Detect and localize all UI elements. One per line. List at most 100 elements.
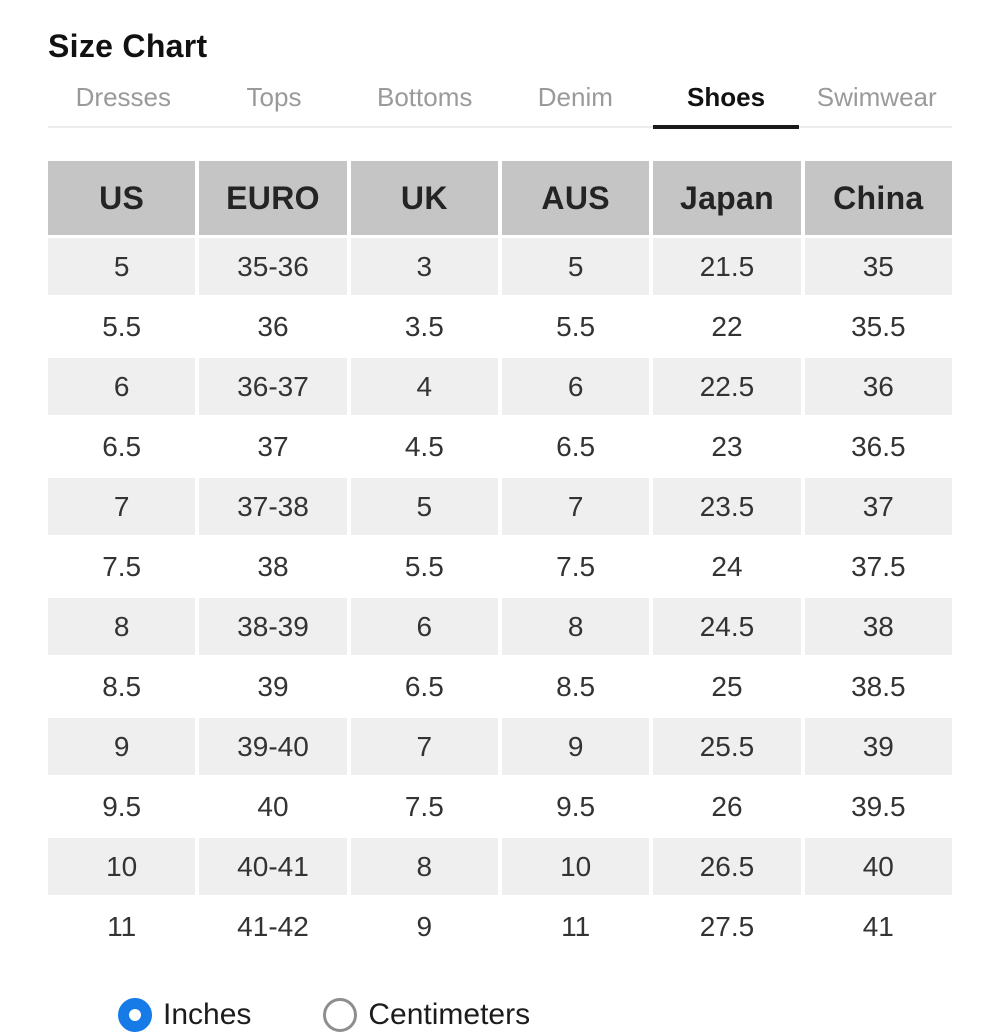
tab-tops[interactable]: Tops <box>246 82 302 112</box>
size-cell: 25.5 <box>653 718 801 775</box>
size-cell: 6.5 <box>350 658 498 715</box>
table-row: 8.5 39 6.5 8.5 25 38.5 <box>48 658 952 715</box>
size-cell: 8.5 <box>501 658 650 715</box>
table-row: 9.5 40 7.5 9.5 26 39.5 <box>48 778 952 835</box>
unit-option-centimeters[interactable]: Centimeters <box>323 998 530 1032</box>
size-cell: 35-36 <box>199 238 347 295</box>
size-cell: 38 <box>804 598 952 655</box>
tab-bottoms[interactable]: Bottoms <box>376 82 473 112</box>
size-cell: 36.5 <box>804 418 952 475</box>
column-header-japan: Japan <box>653 161 801 235</box>
tab-bar: Dresses Tops Bottoms Denim Shoes Swimwear <box>48 82 952 129</box>
size-cell: 24 <box>653 538 801 595</box>
size-cell: 23.5 <box>653 478 801 535</box>
size-cell: 37 <box>804 478 952 535</box>
size-cell: 39 <box>804 718 952 775</box>
size-cell: 5 <box>350 478 498 535</box>
table-row: 11 41-42 9 11 27.5 41 <box>48 898 952 955</box>
size-cell: 40-41 <box>199 838 347 895</box>
size-cell: 37-38 <box>199 478 347 535</box>
size-cell: 8 <box>350 838 498 895</box>
size-cell: 4.5 <box>350 418 498 475</box>
size-cell: 8 <box>501 598 650 655</box>
size-cell: 26 <box>653 778 801 835</box>
size-cell: 38-39 <box>199 598 347 655</box>
size-chart-panel: Size Chart Dresses Tops Bottoms Denim Shoes S… <box>48 0 952 1032</box>
table-row: 5 35-36 3 5 21.5 35 <box>48 238 952 295</box>
tab-dresses[interactable]: Dresses <box>75 82 172 112</box>
size-cell: 40 <box>199 778 347 835</box>
table-row: 6 36-37 4 6 22.5 36 <box>48 358 952 415</box>
table-body: 5 35-36 3 5 21.5 35 5.5 36 3.5 5.5 22 35.5 6 36-37 4 6 2… <box>48 238 952 955</box>
radio-unselected-icon[interactable] <box>323 998 358 1032</box>
size-cell: 37.5 <box>804 538 952 595</box>
size-cell: 7 <box>501 478 650 535</box>
size-cell: 3 <box>350 238 498 295</box>
size-table: US EURO UK AUS Japan China 5 35-36 3 5 21.5 35 5.5 3… <box>44 158 956 958</box>
size-cell: 24.5 <box>653 598 801 655</box>
size-cell: 5 <box>48 238 196 295</box>
unit-option-label: Centimeters <box>368 998 531 1031</box>
unit-toggle: Inches Centimeters <box>48 998 952 1032</box>
size-cell: 22.5 <box>653 358 801 415</box>
size-cell: 6.5 <box>48 418 196 475</box>
tab-shoes[interactable]: Shoes <box>651 83 802 129</box>
tab-swimwear[interactable]: Swimwear <box>816 82 937 112</box>
size-cell: 5.5 <box>350 538 498 595</box>
table-header-row: US EURO UK AUS Japan China <box>48 161 952 235</box>
table-row: 8 38-39 6 8 24.5 38 <box>48 598 952 655</box>
size-cell: 8.5 <box>48 658 196 715</box>
size-cell: 35 <box>804 238 952 295</box>
size-cell: 7 <box>350 718 498 775</box>
size-cell: 39.5 <box>804 778 952 835</box>
column-header-uk: UK <box>350 161 498 235</box>
size-cell: 21.5 <box>653 238 801 295</box>
size-cell: 4 <box>350 358 498 415</box>
table-row: 9 39-40 7 9 25.5 39 <box>48 718 952 775</box>
size-cell: 5.5 <box>48 298 196 355</box>
tab-denim[interactable]: Denim <box>537 82 613 112</box>
size-cell: 5 <box>501 238 650 295</box>
size-cell: 41 <box>804 898 952 955</box>
size-cell: 9.5 <box>48 778 196 835</box>
size-cell: 27.5 <box>653 898 801 955</box>
size-cell: 41-42 <box>199 898 347 955</box>
size-cell: 9 <box>48 718 196 775</box>
size-cell: 11 <box>48 898 196 955</box>
size-cell: 8 <box>48 598 196 655</box>
size-cell: 6 <box>350 598 498 655</box>
size-cell: 10 <box>501 838 650 895</box>
size-cell: 7.5 <box>350 778 498 835</box>
size-cell: 39-40 <box>199 718 347 775</box>
unit-option-label: Inches <box>163 998 252 1031</box>
size-cell: 22 <box>653 298 801 355</box>
column-header-china: China <box>804 161 952 235</box>
size-cell: 36-37 <box>199 358 347 415</box>
size-cell: 25 <box>653 658 801 715</box>
size-cell: 35.5 <box>804 298 952 355</box>
table-row: 5.5 36 3.5 5.5 22 35.5 <box>48 298 952 355</box>
size-cell: 7 <box>48 478 196 535</box>
size-cell: 23 <box>653 418 801 475</box>
size-cell: 7.5 <box>501 538 650 595</box>
radio-selected-icon[interactable] <box>118 998 152 1032</box>
table-row: 6.5 37 4.5 6.5 23 36.5 <box>48 418 952 475</box>
column-header-euro: EURO <box>199 161 347 235</box>
table-row: 7 37-38 5 7 23.5 37 <box>48 478 952 535</box>
column-header-us: US <box>48 161 196 235</box>
size-cell: 9.5 <box>501 778 650 835</box>
size-cell: 9 <box>501 718 650 775</box>
size-cell: 11 <box>501 898 650 955</box>
size-cell: 3.5 <box>350 298 498 355</box>
size-cell: 9 <box>350 898 498 955</box>
size-cell: 38 <box>199 538 347 595</box>
size-cell: 6.5 <box>501 418 650 475</box>
size-cell: 6 <box>48 358 196 415</box>
size-cell: 10 <box>48 838 196 895</box>
size-cell: 7.5 <box>48 538 196 595</box>
size-cell: 6 <box>501 358 650 415</box>
unit-option-inches[interactable]: Inches <box>118 998 251 1032</box>
size-cell: 40 <box>804 838 952 895</box>
page-title: Size Chart <box>48 28 208 64</box>
size-cell: 36 <box>804 358 952 415</box>
